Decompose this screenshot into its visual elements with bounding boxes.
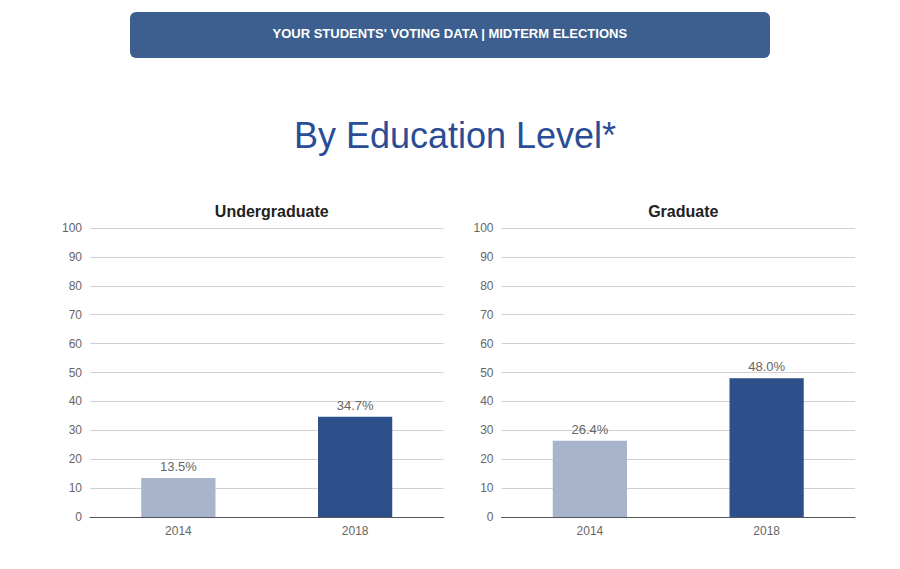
svg-text:Undergraduate: Undergraduate xyxy=(215,203,329,220)
svg-text:90: 90 xyxy=(480,250,494,264)
svg-text:30: 30 xyxy=(480,423,494,437)
svg-text:0: 0 xyxy=(487,510,494,524)
svg-text:0: 0 xyxy=(75,510,82,524)
svg-text:Graduate: Graduate xyxy=(648,203,718,220)
svg-text:10: 10 xyxy=(480,481,494,495)
svg-text:100: 100 xyxy=(62,221,82,235)
svg-text:50: 50 xyxy=(69,366,83,380)
svg-text:80: 80 xyxy=(480,279,494,293)
svg-text:80: 80 xyxy=(69,279,83,293)
svg-text:60: 60 xyxy=(480,337,494,351)
svg-text:34.7%: 34.7% xyxy=(337,398,374,413)
svg-text:YOUR STUDENTS' VOTING DATA | M: YOUR STUDENTS' VOTING DATA | MIDTERM ELE… xyxy=(272,26,627,41)
svg-text:10: 10 xyxy=(69,481,83,495)
svg-text:40: 40 xyxy=(480,394,494,408)
svg-text:2014: 2014 xyxy=(577,524,604,538)
svg-text:20: 20 xyxy=(480,452,494,466)
svg-text:70: 70 xyxy=(480,308,494,322)
svg-text:50: 50 xyxy=(480,366,494,380)
svg-text:26.4%: 26.4% xyxy=(571,422,608,437)
svg-text:30: 30 xyxy=(69,423,83,437)
svg-text:70: 70 xyxy=(69,308,83,322)
svg-text:48.0%: 48.0% xyxy=(748,359,785,374)
svg-text:90: 90 xyxy=(69,250,83,264)
svg-text:100: 100 xyxy=(473,221,493,235)
svg-text:2018: 2018 xyxy=(342,524,369,538)
svg-text:40: 40 xyxy=(69,394,83,408)
svg-text:2018: 2018 xyxy=(753,524,780,538)
svg-text:60: 60 xyxy=(69,337,83,351)
svg-text:By Education Level*: By Education Level* xyxy=(294,115,616,156)
svg-text:13.5%: 13.5% xyxy=(160,459,197,474)
svg-text:2014: 2014 xyxy=(165,524,192,538)
svg-text:20: 20 xyxy=(69,452,83,466)
